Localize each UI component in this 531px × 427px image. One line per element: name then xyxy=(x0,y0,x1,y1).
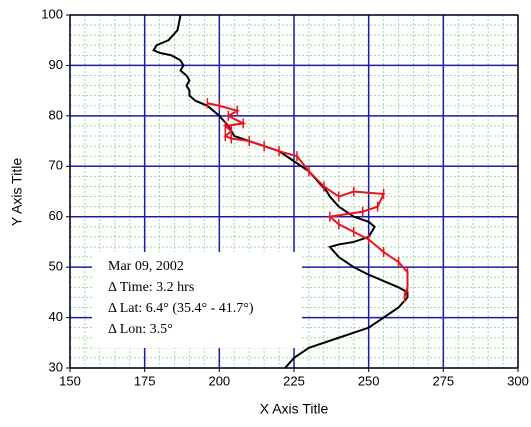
y-tick-label: 70 xyxy=(49,158,63,173)
x-tick-label: 200 xyxy=(208,373,230,388)
x-tick-label: 275 xyxy=(432,373,454,388)
y-tick-label: 90 xyxy=(49,57,63,72)
annotation-line: Mar 09, 2002 xyxy=(108,259,184,274)
x-axis-title: X Axis Title xyxy=(260,401,329,417)
x-tick-label: 300 xyxy=(507,373,529,388)
annotation-line: Δ Time: 3.2 hrs xyxy=(108,280,194,295)
annotation-line: Δ Lat: 6.4° (35.4° - 41.7°) xyxy=(108,301,254,316)
x-tick-label: 150 xyxy=(59,373,81,388)
annotation-box xyxy=(92,252,302,348)
plot-frame xyxy=(69,14,519,369)
x-tick-label: 175 xyxy=(134,373,156,388)
annotation-line: Δ Lon: 3.5° xyxy=(108,322,173,337)
y-tick-label: 50 xyxy=(49,259,63,274)
y-tick-label: 60 xyxy=(49,208,63,223)
x-tick-label: 225 xyxy=(283,373,305,388)
y-tick-label: 40 xyxy=(49,309,63,324)
y-tick-label: 80 xyxy=(49,107,63,122)
y-axis-title: Y Axis Title xyxy=(9,158,25,226)
y-tick-label: 100 xyxy=(41,6,63,21)
x-tick-label: 250 xyxy=(358,373,380,388)
y-tick-label: 30 xyxy=(49,359,63,374)
